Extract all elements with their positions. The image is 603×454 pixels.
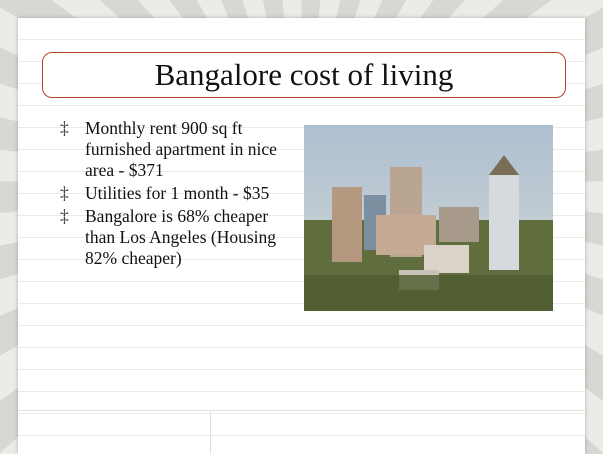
bullet: Monthly rent 900 sq ft furnished apartme… — [60, 118, 292, 181]
bullet: Bangalore is 68% cheaper than Los Angele… — [60, 206, 292, 269]
footer-divider — [210, 410, 211, 454]
footer-line — [18, 410, 585, 411]
slide-title: Bangalore cost of living — [42, 52, 566, 98]
bullet: Utilities for 1 month - $35 — [60, 183, 292, 204]
bullet-list: Monthly rent 900 sq ft furnished apartme… — [60, 118, 292, 271]
city-photo — [304, 125, 553, 311]
